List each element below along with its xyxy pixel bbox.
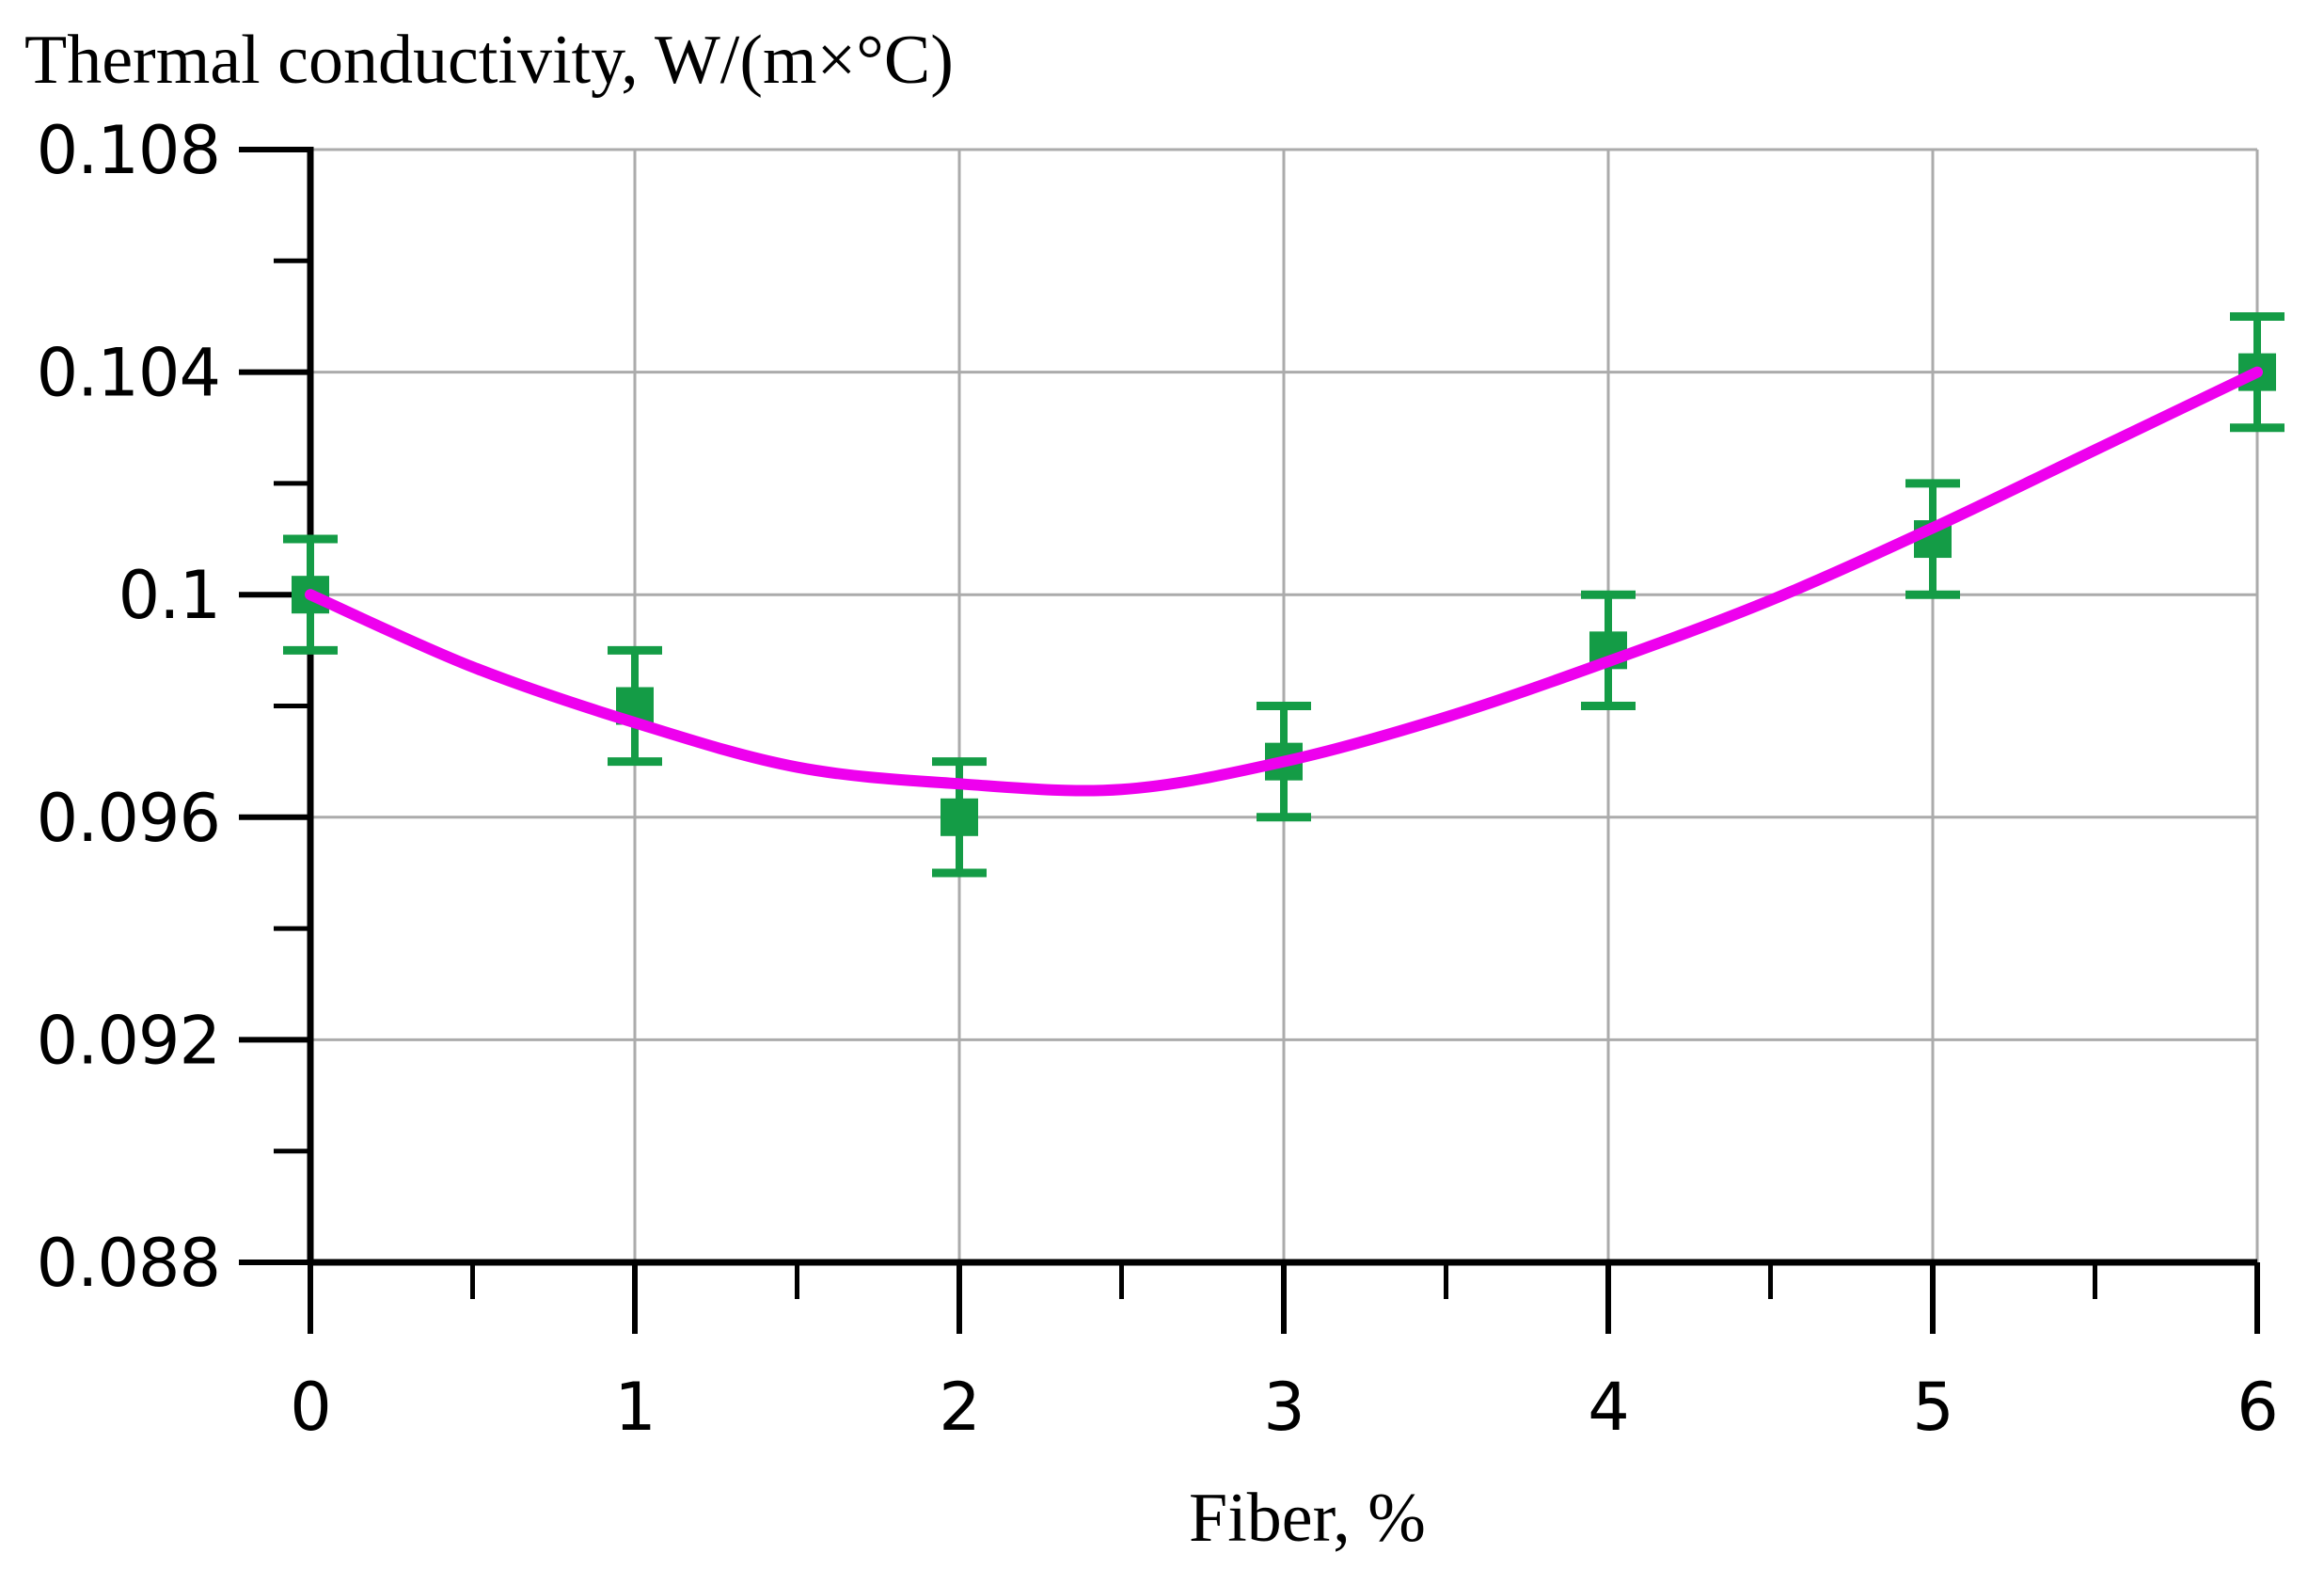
x-tick-label: 5 xyxy=(1912,1369,1953,1446)
data-layer xyxy=(283,311,2284,878)
x-tick-label: 3 xyxy=(1263,1369,1304,1446)
y-tick-label: 0.096 xyxy=(37,780,220,857)
x-tick-label: 2 xyxy=(939,1369,980,1446)
axis-layer xyxy=(239,147,2260,1334)
x-tick-label: 0 xyxy=(290,1369,331,1446)
y-tick-label: 0.104 xyxy=(37,335,220,412)
y-tick-label: 0.1 xyxy=(119,557,220,634)
x-axis-label: Fiber, % xyxy=(1189,1480,1426,1557)
y-tick-label: 0.088 xyxy=(37,1225,220,1302)
x-tick-label: 4 xyxy=(1588,1369,1629,1446)
data-point-square xyxy=(941,798,978,836)
x-tick-label: 6 xyxy=(2237,1369,2278,1446)
fit-curve xyxy=(305,366,2263,797)
chart-title: Thermal conductivity, W/(m×°C) xyxy=(24,22,954,99)
label-layer: 0.088 0.092 0.096 0.1 0.104 0.108 0 1 2 3 4 5 6 xyxy=(37,112,2279,1446)
y-tick-label: 0.092 xyxy=(37,1002,220,1079)
y-tick-label: 0.108 xyxy=(37,112,220,189)
x-tick-label: 1 xyxy=(614,1369,656,1446)
